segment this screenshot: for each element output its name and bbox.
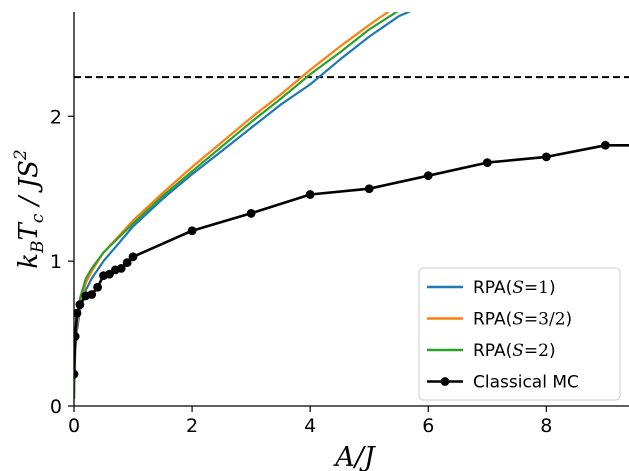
x-tick-label: 8 xyxy=(540,415,552,437)
data-point xyxy=(246,208,256,218)
data-point xyxy=(74,332,80,341)
series-line-2 xyxy=(74,12,399,399)
data-point xyxy=(600,140,610,150)
data-point xyxy=(541,152,551,162)
data-point xyxy=(122,258,132,267)
legend-label: Classical MC xyxy=(473,373,579,393)
data-point xyxy=(305,190,315,199)
data-point xyxy=(128,252,138,262)
data-point xyxy=(74,308,82,318)
legend-label: RPA(S=2) xyxy=(473,341,556,361)
data-point xyxy=(74,369,79,379)
data-point xyxy=(87,290,97,299)
data-point xyxy=(187,226,197,236)
legend-frame xyxy=(418,267,621,401)
data-point xyxy=(482,158,492,168)
data-point xyxy=(364,184,374,194)
data-point xyxy=(93,282,103,292)
series-line-0 xyxy=(74,12,412,399)
legend: RPA(S=1) RPA(S=3/2) RPA(S=2) Classical MC xyxy=(418,267,621,401)
y-axis-label: kBTc / JS2 xyxy=(11,149,48,269)
legend-label: RPA(S=1) xyxy=(473,278,556,298)
ticks: 0 2 4 6 8 0 1 2 xyxy=(50,106,552,437)
data-point xyxy=(116,263,126,273)
data-point xyxy=(423,171,433,181)
plot-area xyxy=(74,12,629,399)
legend-marker xyxy=(440,377,450,386)
y-tick-label: 1 xyxy=(50,251,62,273)
x-tick-label: 4 xyxy=(304,415,316,437)
x-tick-label: 0 xyxy=(68,415,80,437)
legend-label: RPA(S=3/2) xyxy=(473,310,572,330)
x-axis-label: A/J xyxy=(332,442,377,471)
x-tick-label: 2 xyxy=(186,415,198,437)
data-point xyxy=(75,300,85,310)
y-tick-label: 0 xyxy=(50,396,62,418)
y-tick-label: 2 xyxy=(50,106,62,128)
axes xyxy=(73,12,629,407)
x-tick-label: 6 xyxy=(422,415,434,437)
series-line-1 xyxy=(74,12,390,399)
